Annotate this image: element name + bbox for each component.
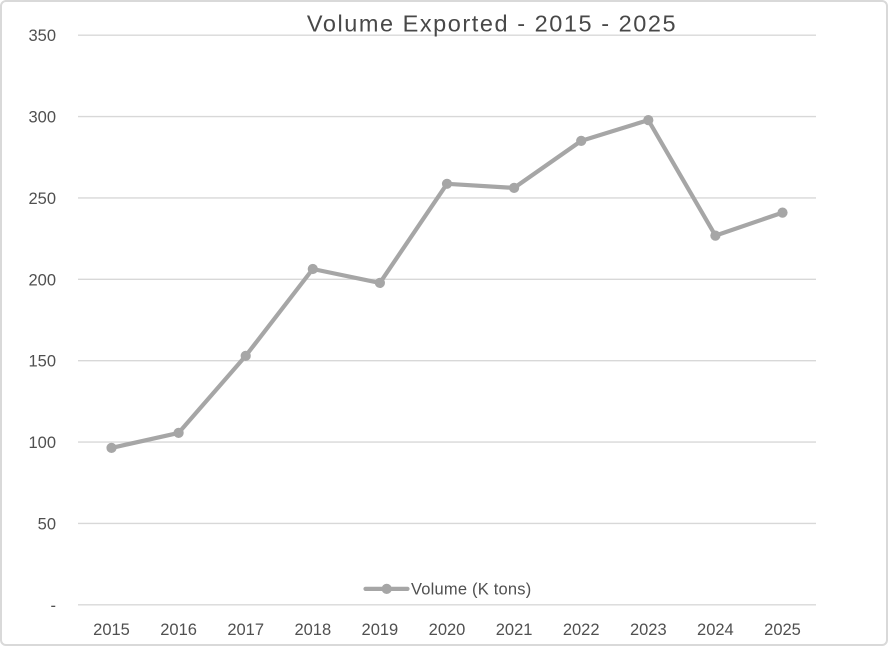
svg-text:2020: 2020 (429, 621, 466, 639)
svg-text:150: 150 (28, 353, 56, 371)
svg-text:2018: 2018 (294, 621, 331, 639)
svg-text:Volume (K tons): Volume (K tons) (411, 581, 531, 599)
svg-text:350: 350 (28, 27, 56, 45)
svg-text:2022: 2022 (563, 621, 600, 639)
svg-text:Volume Exported - 2015 - 2025: Volume Exported - 2015 - 2025 (307, 10, 677, 36)
svg-text:2016: 2016 (160, 621, 197, 639)
svg-text:2021: 2021 (496, 621, 533, 639)
svg-text:2025: 2025 (764, 621, 801, 639)
svg-text:2017: 2017 (227, 621, 264, 639)
svg-text:2019: 2019 (362, 621, 399, 639)
svg-text:2024: 2024 (697, 621, 734, 639)
svg-text:300: 300 (28, 109, 56, 127)
svg-text:2023: 2023 (630, 621, 667, 639)
svg-text:50: 50 (38, 515, 56, 533)
svg-text:100: 100 (28, 434, 56, 452)
svg-text:250: 250 (28, 190, 56, 208)
svg-text:200: 200 (28, 271, 56, 289)
svg-text:2015: 2015 (93, 621, 130, 639)
svg-text:-: - (51, 597, 57, 615)
